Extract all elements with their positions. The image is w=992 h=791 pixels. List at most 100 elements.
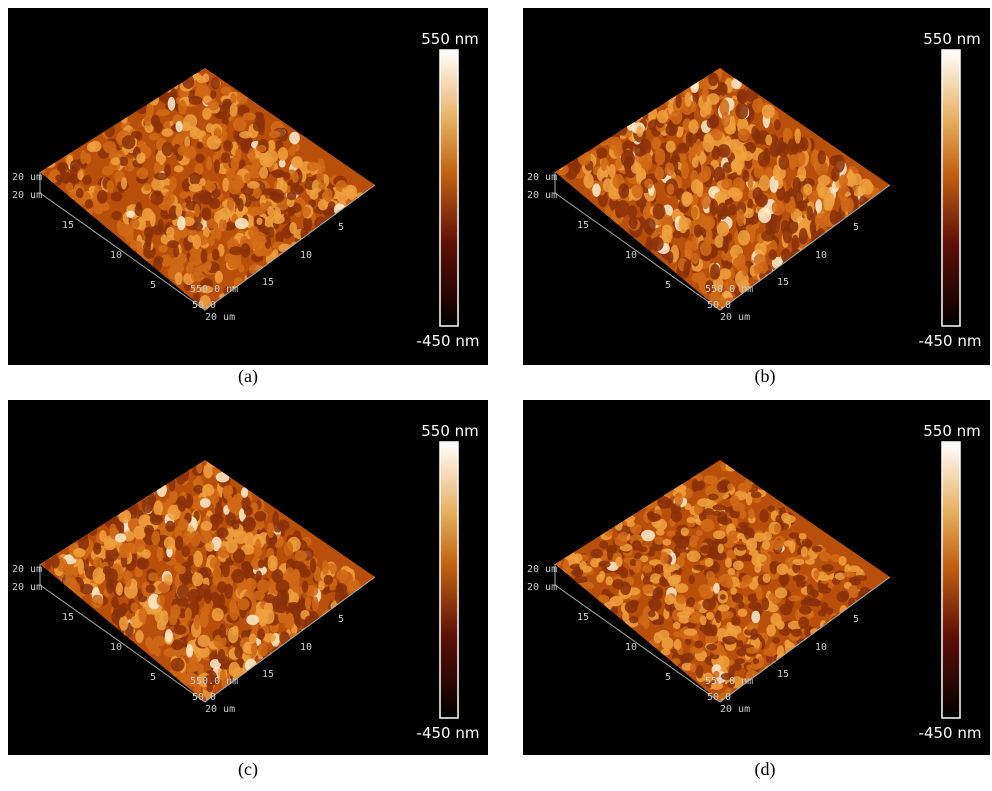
grain bbox=[171, 658, 185, 672]
grain bbox=[758, 207, 771, 223]
grain bbox=[690, 541, 698, 548]
grain bbox=[818, 186, 831, 199]
grain bbox=[162, 142, 173, 157]
grain bbox=[145, 584, 155, 593]
grain bbox=[728, 568, 736, 576]
grain bbox=[662, 637, 674, 650]
axis-label: 10 bbox=[300, 642, 312, 653]
grain bbox=[812, 546, 823, 552]
axis-label: 550.0 nm bbox=[190, 284, 238, 295]
axis-label: 20 um bbox=[12, 172, 42, 183]
grain bbox=[681, 653, 693, 663]
grain bbox=[847, 169, 854, 187]
grain bbox=[228, 255, 241, 270]
grain bbox=[324, 575, 334, 585]
grain bbox=[302, 581, 309, 593]
grain bbox=[770, 561, 778, 574]
grain bbox=[694, 641, 703, 649]
grain bbox=[818, 574, 830, 581]
grain bbox=[703, 166, 712, 181]
grain bbox=[212, 608, 224, 621]
grain bbox=[774, 119, 781, 130]
grain bbox=[717, 222, 729, 236]
grain bbox=[299, 568, 311, 577]
grain bbox=[753, 658, 759, 664]
grain bbox=[136, 201, 142, 210]
grain bbox=[799, 228, 808, 245]
grain bbox=[166, 227, 174, 238]
grain bbox=[292, 172, 299, 183]
axis-label: 15 bbox=[777, 277, 789, 288]
grain bbox=[256, 218, 262, 225]
grain bbox=[257, 628, 265, 640]
grain bbox=[700, 590, 714, 599]
grain bbox=[796, 575, 802, 587]
grain bbox=[685, 92, 692, 107]
grain bbox=[216, 527, 228, 538]
grain bbox=[643, 218, 655, 235]
grain bbox=[289, 132, 300, 145]
grain bbox=[807, 584, 814, 595]
grain bbox=[700, 615, 707, 625]
axis-label: 20 um bbox=[205, 312, 235, 323]
grain bbox=[267, 206, 274, 217]
grain bbox=[608, 137, 622, 151]
grain bbox=[269, 131, 280, 138]
grain bbox=[192, 572, 203, 586]
axis-label: 5 bbox=[150, 280, 156, 291]
grain bbox=[238, 598, 250, 610]
grain bbox=[165, 521, 175, 532]
grain bbox=[730, 495, 740, 506]
grain bbox=[160, 610, 169, 625]
grain bbox=[746, 647, 758, 654]
grain bbox=[675, 536, 689, 549]
grain bbox=[742, 151, 753, 161]
grain bbox=[175, 536, 183, 551]
grain bbox=[649, 598, 662, 612]
axis-label: 5 bbox=[338, 614, 344, 625]
grain bbox=[709, 199, 718, 216]
grain bbox=[267, 227, 275, 238]
grain bbox=[655, 148, 666, 165]
grain bbox=[237, 198, 244, 212]
grain bbox=[174, 165, 184, 172]
grain bbox=[692, 478, 699, 492]
grain bbox=[124, 571, 131, 587]
grain bbox=[764, 648, 777, 657]
grain bbox=[676, 594, 686, 604]
grain bbox=[784, 640, 790, 648]
grain bbox=[244, 578, 256, 591]
grain bbox=[241, 243, 251, 258]
grain bbox=[613, 579, 624, 589]
grain bbox=[219, 593, 225, 609]
grain bbox=[210, 90, 216, 99]
axis-label: 20 um bbox=[527, 190, 557, 201]
grain bbox=[853, 173, 862, 185]
grain bbox=[239, 131, 252, 138]
grain bbox=[70, 160, 81, 173]
grain bbox=[794, 191, 803, 205]
grain bbox=[115, 533, 126, 542]
grain bbox=[718, 604, 730, 611]
axis-label: 50.0 bbox=[192, 692, 216, 703]
grain bbox=[191, 272, 204, 282]
axis-label: 5 bbox=[338, 222, 344, 233]
grain bbox=[629, 216, 638, 229]
axis-label: 5 bbox=[150, 672, 156, 683]
grain bbox=[707, 93, 720, 104]
grain bbox=[97, 190, 108, 204]
grain bbox=[715, 610, 722, 623]
grain bbox=[235, 179, 245, 189]
grain bbox=[791, 629, 802, 637]
colorbar-max: 550 nm bbox=[923, 422, 981, 440]
grain bbox=[713, 511, 722, 517]
grain bbox=[105, 568, 118, 583]
grain bbox=[616, 200, 630, 217]
axis-label: 550.0 nm bbox=[705, 676, 753, 687]
grain bbox=[287, 192, 297, 201]
axis-label: 10 bbox=[110, 250, 122, 261]
axis-label: 20 um bbox=[527, 172, 557, 183]
grain bbox=[256, 570, 262, 580]
colorbar-min: -450 nm bbox=[919, 724, 982, 742]
grain bbox=[723, 636, 737, 645]
